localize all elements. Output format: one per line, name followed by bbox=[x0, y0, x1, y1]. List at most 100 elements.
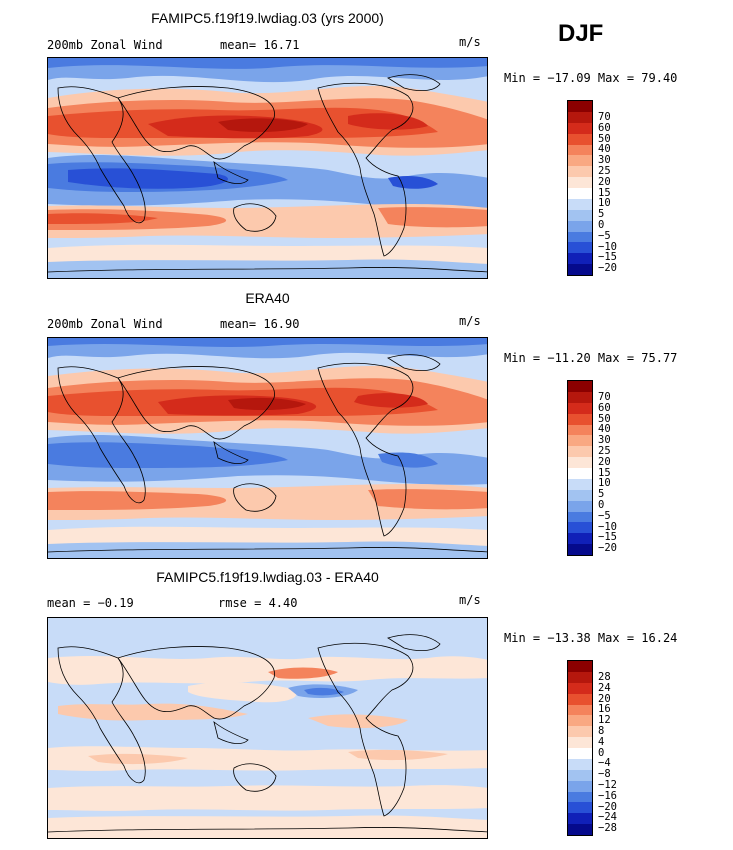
colorbar-tick: 8 bbox=[598, 724, 605, 737]
colorbar-swatch bbox=[568, 500, 592, 512]
colorbar-swatch bbox=[568, 457, 592, 468]
colorbar-tick: 28 bbox=[598, 671, 611, 683]
colorbar-tick: −20 bbox=[598, 262, 617, 275]
colorbar-tick: 0 bbox=[598, 498, 605, 511]
colorbar-swatch bbox=[568, 489, 592, 501]
colorbar-swatch bbox=[568, 198, 592, 210]
colorbar-swatch bbox=[568, 737, 592, 748]
colorbar-swatch bbox=[568, 101, 592, 112]
colorbar-swatch bbox=[568, 220, 592, 232]
panel-1-colorbar-labels: 70 60 50 40 30 25 20 15 10 5 0 −5 −10 −1… bbox=[598, 112, 617, 274]
colorbar-swatch bbox=[568, 671, 592, 683]
panel-1-title: FAMIPC5.f19f19.lwdiag.03 (yrs 2000) bbox=[151, 10, 384, 26]
panel-1-mean: mean= 16.71 bbox=[220, 38, 300, 52]
colorbar-swatch bbox=[568, 253, 592, 265]
colorbar-swatch bbox=[568, 824, 592, 835]
colorbar-tick: −24 bbox=[598, 811, 617, 824]
colorbar-tick: 24 bbox=[598, 681, 611, 694]
colorbar-swatch bbox=[568, 704, 592, 716]
colorbar-swatch bbox=[568, 209, 592, 221]
colorbar-swatch bbox=[568, 661, 592, 672]
colorbar-swatch bbox=[568, 264, 592, 275]
panel-1-units: m/s bbox=[459, 35, 481, 49]
colorbar-tick: −8 bbox=[598, 768, 611, 781]
colorbar-tick: −15 bbox=[598, 531, 617, 544]
colorbar-swatch bbox=[568, 511, 592, 523]
colorbar-swatch bbox=[568, 780, 592, 792]
colorbar-swatch bbox=[568, 758, 592, 770]
colorbar-swatch bbox=[568, 693, 592, 705]
colorbar-tick: −10 bbox=[598, 240, 617, 253]
colorbar-tick: 40 bbox=[598, 143, 611, 156]
panel-1-minmax: Min = −17.09 Max = 79.40 bbox=[504, 71, 678, 85]
panel-2-map bbox=[47, 337, 488, 559]
colorbar-swatch bbox=[568, 446, 592, 458]
colorbar-swatch bbox=[568, 144, 592, 156]
colorbar-tick: −10 bbox=[598, 520, 617, 533]
colorbar-tick: 50 bbox=[598, 412, 611, 425]
colorbar-swatch bbox=[568, 133, 592, 145]
panel-3-minmax: Min = −13.38 Max = 16.24 bbox=[504, 631, 678, 645]
colorbar-tick: −5 bbox=[598, 509, 611, 522]
panel-2-colorbar-labels: 70 60 50 40 30 25 20 15 10 5 0 −5 −10 −1… bbox=[598, 392, 617, 554]
season-label: DJF bbox=[558, 20, 604, 47]
colorbar-swatch bbox=[568, 726, 592, 738]
colorbar-swatch bbox=[568, 177, 592, 188]
colorbar-swatch bbox=[568, 231, 592, 243]
colorbar-tick: 20 bbox=[598, 455, 611, 468]
colorbar-swatch bbox=[568, 381, 592, 392]
colorbar-swatch bbox=[568, 242, 592, 254]
panel-3-colorbar bbox=[567, 660, 593, 836]
panel-2-units: m/s bbox=[459, 314, 481, 328]
colorbar-swatch bbox=[568, 435, 592, 447]
colorbar-tick: 15 bbox=[598, 186, 611, 199]
colorbar-tick: 0 bbox=[598, 218, 605, 231]
panel-2-field-label: 200mb Zonal Wind bbox=[47, 317, 163, 331]
colorbar-swatch bbox=[568, 478, 592, 490]
colorbar-tick: −20 bbox=[598, 542, 617, 555]
colorbar-swatch bbox=[568, 715, 592, 727]
colorbar-tick: 30 bbox=[598, 154, 611, 167]
colorbar-tick: 40 bbox=[598, 423, 611, 436]
panel-3-title: FAMIPC5.f19f19.lwdiag.03 - ERA40 bbox=[156, 569, 379, 585]
colorbar-tick: 20 bbox=[598, 175, 611, 188]
panel-3-units: m/s bbox=[459, 593, 481, 607]
panel-3-rmse: rmse = 4.40 bbox=[218, 596, 298, 610]
panel-1-field-label: 200mb Zonal Wind bbox=[47, 38, 163, 52]
colorbar-tick: 50 bbox=[598, 132, 611, 145]
colorbar-swatch bbox=[568, 791, 592, 803]
colorbar-tick: 70 bbox=[598, 391, 611, 403]
colorbar-tick: 25 bbox=[598, 164, 611, 177]
colorbar-tick: −4 bbox=[598, 757, 611, 770]
colorbar-swatch bbox=[568, 188, 592, 199]
colorbar-tick: 10 bbox=[598, 197, 611, 210]
panel-3-mean: mean = −0.19 bbox=[47, 596, 134, 610]
colorbar-tick: 15 bbox=[598, 466, 611, 479]
colorbar-swatch bbox=[568, 544, 592, 555]
colorbar-tick: −15 bbox=[598, 251, 617, 264]
colorbar-tick: 4 bbox=[598, 735, 605, 748]
colorbar-swatch bbox=[568, 813, 592, 825]
panel-3-map bbox=[47, 617, 488, 839]
colorbar-swatch bbox=[568, 802, 592, 814]
colorbar-swatch bbox=[568, 155, 592, 167]
colorbar-tick: 60 bbox=[598, 401, 611, 414]
colorbar-swatch bbox=[568, 413, 592, 425]
colorbar-tick: 5 bbox=[598, 208, 605, 221]
colorbar-tick: −5 bbox=[598, 229, 611, 242]
panel-3-contour-field bbox=[48, 618, 487, 838]
colorbar-tick: 30 bbox=[598, 434, 611, 447]
colorbar-swatch bbox=[568, 533, 592, 545]
panel-3-colorbar-labels: 28 24 20 16 12 8 4 0 −4 −8 −12 −16 −20 −… bbox=[598, 672, 617, 834]
colorbar-tick: 25 bbox=[598, 444, 611, 457]
panel-2-mean: mean= 16.90 bbox=[220, 317, 300, 331]
colorbar-swatch bbox=[568, 682, 592, 694]
colorbar-tick: 20 bbox=[598, 692, 611, 705]
colorbar-swatch bbox=[568, 522, 592, 534]
colorbar-swatch bbox=[568, 468, 592, 479]
colorbar-tick: 10 bbox=[598, 477, 611, 490]
panel-2-title: ERA40 bbox=[245, 290, 290, 306]
colorbar-tick: 16 bbox=[598, 703, 611, 716]
panel-2-contour-field bbox=[48, 338, 487, 558]
colorbar-swatch bbox=[568, 166, 592, 178]
